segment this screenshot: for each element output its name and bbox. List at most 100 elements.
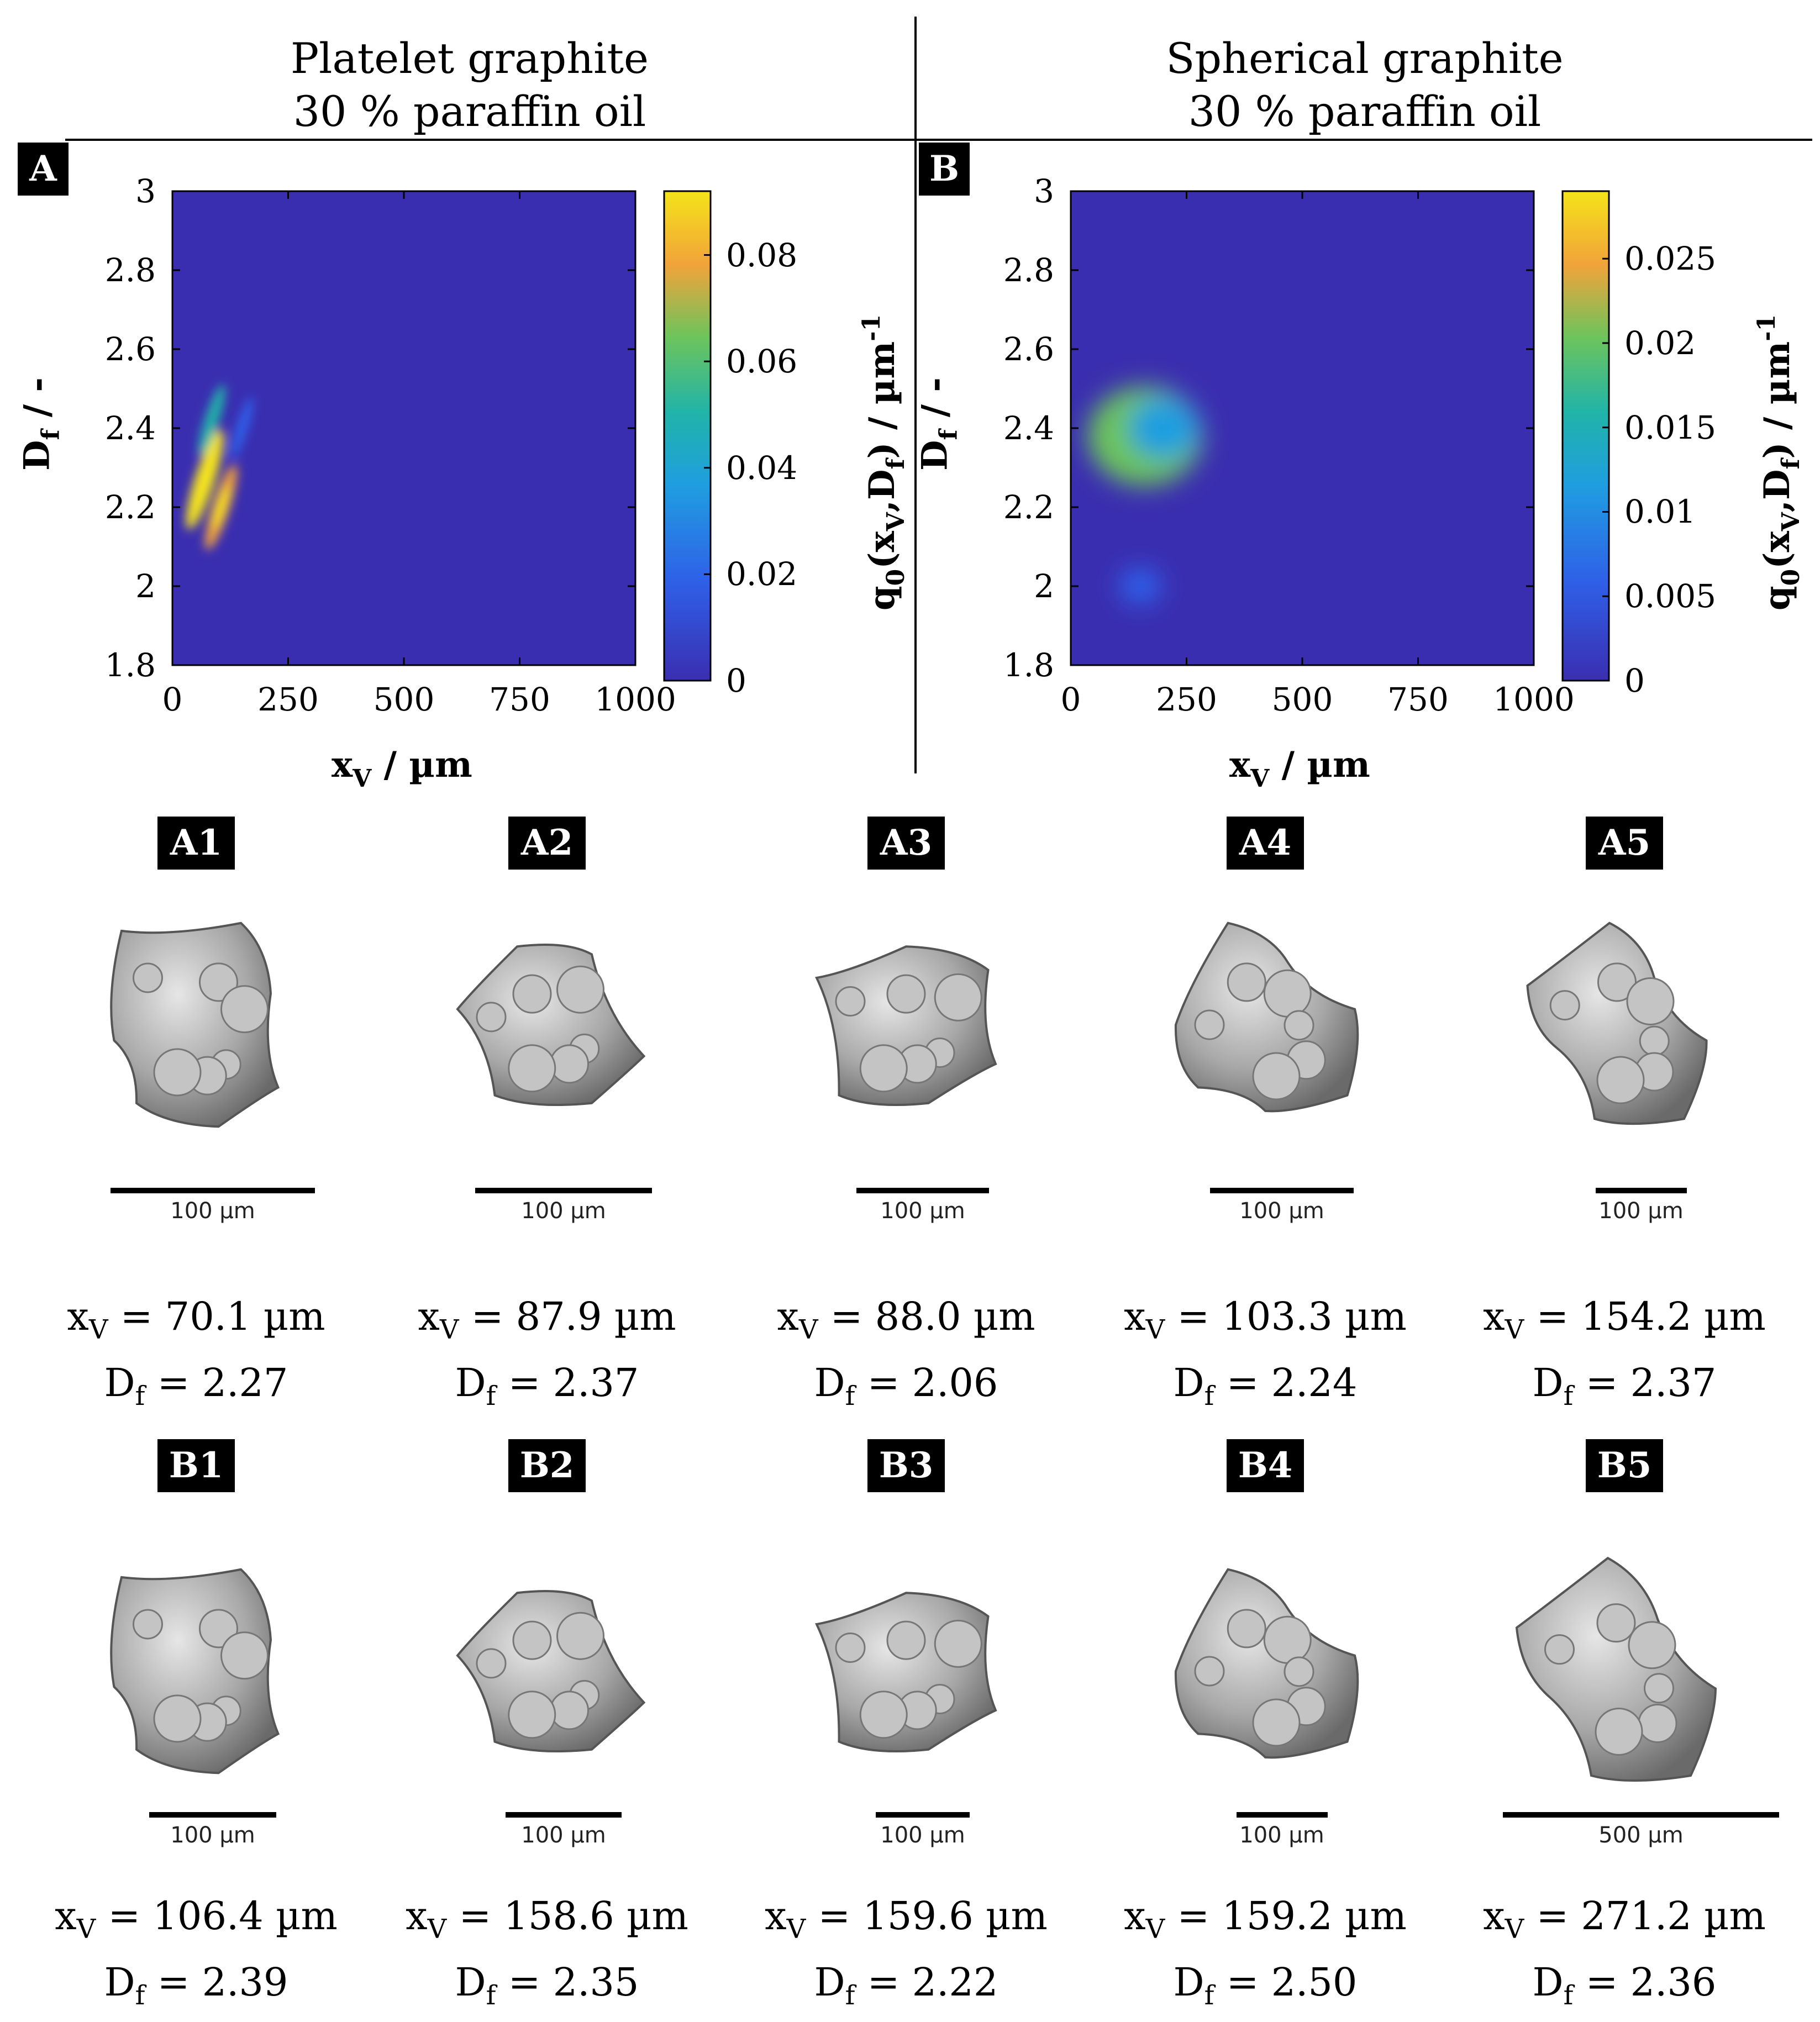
particle-lobe-a4-0	[1194, 1009, 1225, 1040]
column-title-platelet: Platelet graphite 30 % paraffin oil	[111, 32, 829, 138]
particle-caption-b5: xV = 271.2 µm Df = 2.36	[1470, 1889, 1779, 2022]
particle-lobe-a2-0	[476, 1002, 507, 1033]
particle-caption-a4: xV = 103.3 µm Df = 2.24	[1111, 1290, 1420, 1423]
colorbar-tick-label-a-2: 0.04	[726, 449, 798, 487]
particle-xv-a3: xV = 88.0 µm	[777, 1294, 1035, 1345]
x-tick-label-a-2: 500	[373, 681, 435, 718]
scale-label-a4: 100 µm	[1239, 1198, 1324, 1224]
particle-lobe-a3-1	[886, 974, 926, 1014]
particle-lobe-a4-2	[1263, 969, 1312, 1018]
particle-lobe-b2-5	[508, 1691, 556, 1739]
particle-lobe-a5-2	[1626, 977, 1675, 1025]
scale-bar-a2	[475, 1188, 652, 1193]
heatmap-peak-a-2	[205, 464, 237, 550]
scale-bar-b3	[876, 1812, 970, 1818]
header-divider	[65, 139, 1812, 141]
particle-lobe-a2-2	[556, 965, 604, 1014]
particle-lobe-b5-4	[1638, 1704, 1677, 1743]
y-tick-label-b-6: 3	[1034, 172, 1054, 210]
particle-lobe-b5-3	[1644, 1673, 1674, 1704]
y-axis-label-b-main: D	[914, 440, 956, 471]
colorbar-tick-label-b-5: 0.025	[1624, 240, 1717, 278]
x-tick-label-a-4: 1000	[595, 681, 676, 718]
x-tick-label-b-3: 750	[1387, 681, 1449, 718]
scale-bar-b5	[1503, 1812, 1779, 1818]
particle-df-b4: Df = 2.50	[1173, 1960, 1358, 2011]
particle-lobe-b4-2	[1263, 1615, 1312, 1664]
particle-df-b2: Df = 2.35	[455, 1960, 639, 2011]
scale-label-b2: 100 µm	[521, 1823, 606, 1848]
y-tick-label-a-6: 3	[135, 172, 156, 210]
colorbar-b	[1561, 190, 1610, 682]
scale-bar-b4	[1236, 1812, 1328, 1818]
y-tick-label-a-1: 2	[135, 567, 156, 605]
particle-lobe-a2-5	[508, 1044, 556, 1093]
particle-xv-b2: xV = 158.6 µm	[406, 1893, 688, 1945]
particle-df-a2: Df = 2.37	[455, 1360, 639, 1412]
particle-image-a2	[456, 943, 646, 1107]
particle-lobe-b4-1	[1227, 1609, 1266, 1649]
particle-lobe-a2-4	[550, 1044, 589, 1084]
particle-image-b1	[110, 1568, 280, 1774]
particle-caption-b3: xV = 159.6 µm Df = 2.22	[751, 1889, 1061, 2022]
x-axis-label-a-unit: / µm	[371, 744, 472, 786]
particle-lobe-a4-3	[1284, 1010, 1314, 1041]
heatmap-peak-core-b-1	[1130, 423, 1160, 450]
heatmap-frame-a	[171, 190, 637, 666]
particle-lobe-b3-0	[835, 1632, 866, 1663]
heatmap-peak-b-1	[1087, 386, 1202, 486]
particle-lobe-a4-1	[1227, 962, 1266, 1002]
panel-tag-a: A	[18, 143, 69, 196]
particle-lobe-a3-0	[835, 986, 866, 1017]
y-tick-label-a-5: 2.8	[104, 251, 156, 289]
heatmap-peak-a-4	[230, 397, 254, 460]
particle-lobe-b3-5	[859, 1691, 908, 1739]
heatmap-peak-core-a-1	[197, 458, 213, 501]
particle-lobe-b2-4	[550, 1691, 589, 1730]
x-tick-label-a-3: 750	[489, 681, 550, 718]
heatmap-peak-b-3	[1118, 567, 1162, 605]
y-tick-label-b-0: 1.8	[1003, 646, 1054, 684]
x-axis-label-b-main: x	[1229, 744, 1251, 786]
y-tick-label-b-4: 2.6	[1003, 330, 1054, 368]
y-tick-label-a-4: 2.6	[104, 330, 156, 368]
x-axis-label-a-sub: V	[353, 765, 372, 793]
colorbar-tick-label-a-4: 0.08	[726, 236, 798, 274]
column-divider	[914, 17, 917, 773]
particle-tag-b3: B3	[867, 1439, 945, 1492]
heatmap-frame-b	[1070, 190, 1535, 666]
scale-bar-a1	[111, 1188, 315, 1193]
particle-xv-b1: xV = 106.4 µm	[55, 1893, 338, 1945]
particle-lobe-a2-1	[512, 974, 552, 1014]
colorbar-tick-label-b-2: 0.01	[1624, 493, 1696, 531]
particle-lobe-a5-0	[1549, 990, 1580, 1021]
particle-lobe-b3-1	[886, 1620, 926, 1660]
y-axis-label-a-unit: / -	[16, 377, 58, 430]
y-tick-label-b-1: 2	[1034, 567, 1054, 605]
y-axis-label-a-sub: f	[36, 429, 65, 440]
particle-xv-a1: xV = 70.1 µm	[67, 1294, 325, 1345]
particle-tag-b5: B5	[1586, 1439, 1663, 1492]
particle-df-a4: Df = 2.24	[1173, 1360, 1358, 1412]
heatmap-background-a	[172, 191, 635, 665]
scale-bar-b2	[506, 1812, 622, 1818]
y-tick-label-b-3: 2.4	[1003, 409, 1054, 447]
x-axis-label-a: xV / µm	[332, 746, 472, 798]
particle-lobe-b3-2	[934, 1619, 982, 1668]
particle-tag-b2: B2	[508, 1439, 586, 1492]
x-axis-label-a-main: x	[332, 744, 353, 786]
particle-image-b2	[456, 1589, 646, 1753]
particle-image-a4	[1174, 922, 1359, 1113]
x-axis-label-b: xV / µm	[1229, 746, 1370, 798]
particle-xv-a4: xV = 103.3 µm	[1124, 1294, 1407, 1345]
y-tick-label-b-5: 2.8	[1003, 251, 1054, 289]
particle-image-a5	[1526, 922, 1708, 1125]
particle-tag-a2: A2	[508, 817, 586, 870]
particle-lobe-b1-5	[153, 1694, 202, 1743]
particle-tag-a3: A3	[867, 817, 945, 870]
particle-lobe-b5-1	[1596, 1603, 1636, 1643]
particle-body-a3	[815, 945, 997, 1107]
scale-label-b4: 100 µm	[1239, 1823, 1324, 1848]
scale-label-b5: 500 µm	[1598, 1823, 1684, 1848]
x-axis-label-b-sub: V	[1250, 765, 1270, 793]
